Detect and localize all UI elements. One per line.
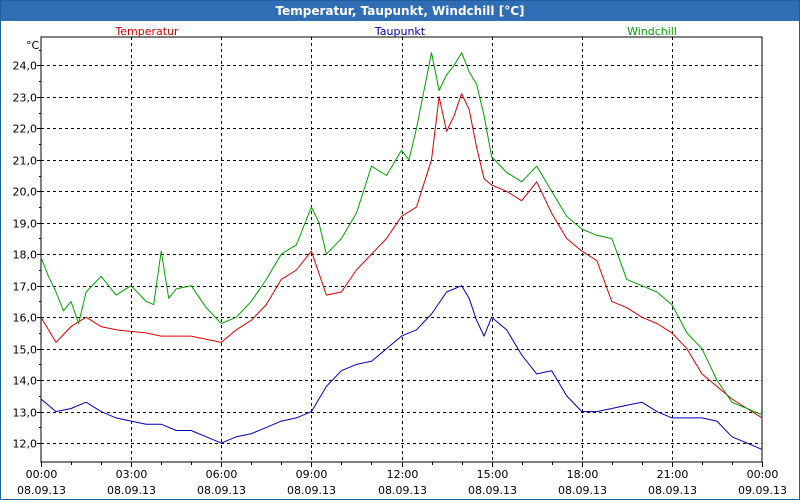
y-tick-label: 14,0 xyxy=(13,375,38,388)
y-axis: 12,0 13,0 14,0 15,0 16,0 17,0 18,0 19,0 20,0 21,0… xyxy=(13,50,41,451)
x-tick-time: 21:00 xyxy=(657,468,689,481)
legend-entry-taupunkt: Taupunkt xyxy=(374,25,426,38)
plot-area xyxy=(40,36,763,463)
series-line-taupunkt xyxy=(40,285,763,450)
series-line-windchill xyxy=(40,52,763,416)
x-axis: 00:00 08.09.13 03:00 08.09.13 06:00 08.09.13 0… xyxy=(17,462,787,497)
legend: Temperatur Taupunkt Windchill xyxy=(114,25,677,38)
y-tick-label: 19,0 xyxy=(13,218,38,231)
y-axis-unit: °C xyxy=(26,39,40,52)
x-tick-date: 08.09.13 xyxy=(558,484,607,497)
y-tick-label: 13,0 xyxy=(13,407,38,420)
x-tick-time: 03:00 xyxy=(116,468,148,481)
y-tick-label: 24,0 xyxy=(13,60,38,73)
x-tick-time: 15:00 xyxy=(477,468,509,481)
series-layer xyxy=(40,52,763,450)
y-tick-label: 21,0 xyxy=(13,155,38,168)
y-tick-label: 16,0 xyxy=(13,312,38,325)
x-tick-date: 09.09.13 xyxy=(738,484,787,497)
y-tick-label: 23,0 xyxy=(13,92,38,105)
y-tick-label: 15,0 xyxy=(13,344,38,357)
x-tick-date: 08.09.13 xyxy=(378,484,427,497)
x-tick-time: 09:00 xyxy=(296,468,328,481)
x-tick-time: 18:00 xyxy=(567,468,599,481)
y-tick-label: 12,0 xyxy=(13,438,38,451)
series-line-temperatur xyxy=(40,93,763,419)
y-tick-label: 18,0 xyxy=(13,249,38,262)
chart-title: Temperatur, Taupunkt, Windchill [°C] xyxy=(1,1,799,21)
x-tick-time: 12:00 xyxy=(387,468,419,481)
y-tick-label: 22,0 xyxy=(13,123,38,136)
y-tick-label: 20,0 xyxy=(13,186,38,199)
legend-entry-windchill: Windchill xyxy=(627,25,677,38)
x-tick-time: 00:00 xyxy=(26,468,58,481)
x-tick-date: 08.09.13 xyxy=(17,484,66,497)
x-tick-date: 08.09.13 xyxy=(648,484,697,497)
x-tick-date: 08.09.13 xyxy=(197,484,246,497)
y-tick-label: 17,0 xyxy=(13,281,38,294)
x-tick-date: 08.09.13 xyxy=(287,484,336,497)
x-tick-date: 08.09.13 xyxy=(468,484,517,497)
legend-entry-temperatur: Temperatur xyxy=(114,25,179,38)
x-tick-date: 08.09.13 xyxy=(107,484,156,497)
x-tick-time: 00:00 xyxy=(747,468,779,481)
x-tick-time: 06:00 xyxy=(206,468,238,481)
